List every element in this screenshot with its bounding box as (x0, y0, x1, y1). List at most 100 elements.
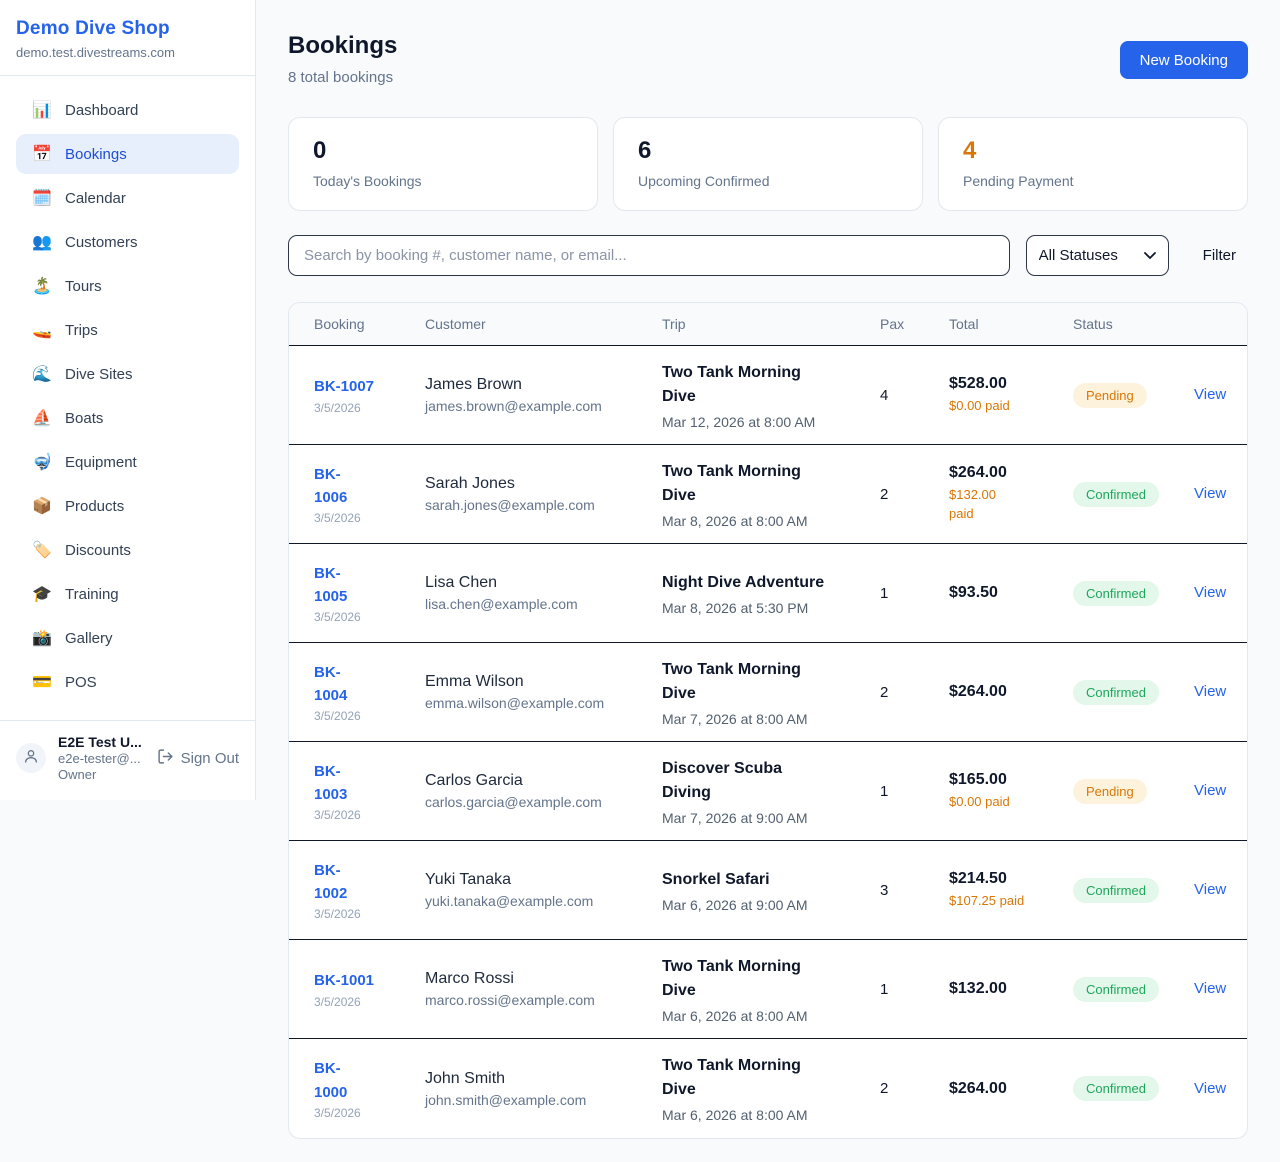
sidebar-item-tours[interactable]: 🏝️ Tours (16, 266, 239, 306)
trip-name: Two Tank Morning Dive (662, 363, 801, 405)
user-email: e2e-tester@... (58, 751, 141, 766)
sidebar-header: Demo Dive Shop demo.test.divestreams.com (0, 0, 255, 76)
booking-id-link[interactable]: BK- 1005 (314, 564, 348, 605)
trip-name: Night Dive Adventure (662, 573, 825, 591)
pax-count: 1 (880, 584, 889, 602)
customer-name: Lisa Chen (425, 574, 498, 591)
booking-id-link[interactable]: BK-1001 (314, 972, 375, 990)
sidebar-item-discounts[interactable]: 🏷️ Discounts (16, 530, 239, 570)
table-row: BK- 1004 3/5/2026 Emma Wilson emma.wilso… (289, 643, 1247, 742)
status-badge: Confirmed (1073, 1076, 1159, 1101)
credit-card-icon: 💳 (32, 674, 52, 691)
column-header-status: Status (1073, 316, 1113, 332)
sidebar-item-bookings[interactable]: 📅 Bookings (16, 134, 239, 174)
booking-id-link[interactable]: BK- 1004 (314, 663, 348, 704)
paid-amount: $0.00 paid (949, 793, 1010, 809)
view-link[interactable]: View (1194, 386, 1227, 403)
sidebar-item-dive-sites[interactable]: 🌊 Dive Sites (16, 354, 239, 394)
status-badge: Pending (1073, 778, 1147, 804)
total-amount: $264.00 (949, 683, 1007, 700)
column-header-customer: Customer (425, 316, 486, 332)
booking-date: 3/5/2026 (314, 511, 361, 526)
sidebar-item-trips[interactable]: 🚤 Trips (16, 310, 239, 350)
view-link[interactable]: View (1194, 584, 1227, 601)
trip-name: Snorkel Safari (662, 870, 770, 888)
user-role: Owner (58, 767, 97, 782)
table-row: BK- 1002 3/5/2026 Yuki Tanaka yuki.tanak… (289, 841, 1247, 940)
sidebar-item-gallery[interactable]: 📸 Gallery (16, 618, 239, 658)
sidebar-item-dashboard[interactable]: 📊 Dashboard (16, 90, 239, 130)
status-badge: Confirmed (1073, 481, 1159, 507)
stat-label: Pending Payment (963, 173, 1074, 189)
user-name: E2E Test U... (58, 734, 142, 750)
table-row: BK- 1006 3/5/2026 Sarah Jones sarah.jone… (289, 445, 1247, 544)
total-amount: $132.00 (949, 980, 1007, 997)
view-link[interactable]: View (1194, 980, 1227, 997)
sidebar-item-pos[interactable]: 💳 POS (16, 662, 239, 702)
sidebar-item-label: Calendar (65, 189, 126, 207)
booking-id-link[interactable]: BK- 1003 (314, 762, 348, 803)
avatar (16, 743, 46, 773)
sidebar-item-customers[interactable]: 👥 Customers (16, 222, 239, 262)
camera-icon: 📸 (32, 630, 52, 647)
column-header-trip: Trip (662, 316, 686, 332)
pax-count: 3 (880, 881, 889, 899)
sidebar-item-label: Customers (65, 233, 138, 251)
calendar-icon: 📅 (32, 146, 52, 163)
customer-name: Sarah Jones (425, 475, 515, 492)
table-row: BK- 1003 3/5/2026 Carlos Garcia carlos.g… (289, 742, 1247, 841)
booking-date: 3/5/2026 (314, 709, 361, 724)
sidebar-item-equipment[interactable]: 🤿 Equipment (16, 442, 239, 482)
logout-icon (157, 748, 174, 769)
total-amount: $214.50 (949, 869, 1007, 887)
view-link[interactable]: View (1194, 485, 1227, 502)
view-link[interactable]: View (1194, 1079, 1227, 1097)
sidebar-item-label: Equipment (65, 453, 137, 471)
status-badge: Confirmed (1073, 976, 1159, 1002)
trip-datetime: Mar 7, 2026 at 9:00 AM (662, 809, 808, 826)
booking-id-link[interactable]: BK- 1006 (314, 465, 348, 506)
paid-amount: $132.00 paid (949, 487, 996, 521)
trip-datetime: Mar 7, 2026 at 8:00 AM (662, 710, 808, 727)
sidebar-item-calendar[interactable]: 🗓️ Calendar (16, 178, 239, 218)
booking-date: 3/5/2026 (314, 994, 361, 1009)
customer-email: marco.rossi@example.com (425, 992, 595, 1008)
stat-card: 0 Today's Bookings (288, 117, 598, 211)
filter-row: All Statuses Filter (288, 235, 1248, 276)
sidebar-item-label: Tours (65, 277, 102, 295)
bookings-table: Booking Customer Trip Pax Total Status BK-100… (288, 302, 1248, 1139)
new-booking-button[interactable]: New Booking (1119, 41, 1248, 79)
sidebar-item-label: Products (65, 497, 125, 515)
view-link[interactable]: View (1194, 881, 1227, 898)
search-input[interactable] (288, 235, 1010, 276)
stat-card: 6 Upcoming Confirmed (613, 117, 923, 211)
sidebar-item-boats[interactable]: ⛵ Boats (16, 398, 239, 438)
page-subtitle: 8 total bookings (288, 69, 394, 86)
status-select[interactable]: All Statuses (1025, 235, 1169, 276)
sidebar-item-label: Trips (65, 321, 98, 339)
customer-email: yuki.tanaka@example.com (425, 893, 594, 909)
table-row: BK-1001 3/5/2026 Marco Rossi marco.rossi… (289, 940, 1247, 1039)
stat-label: Upcoming Confirmed (638, 173, 770, 189)
filter-button[interactable]: Filter (1202, 247, 1236, 264)
booking-id-link[interactable]: BK- 1002 (314, 861, 348, 902)
sidebar-item-products[interactable]: 📦 Products (16, 486, 239, 526)
customer-name: Emma Wilson (425, 673, 524, 690)
status-badge: Confirmed (1073, 580, 1159, 606)
pax-count: 2 (880, 1080, 889, 1097)
sign-out-button[interactable]: Sign Out (157, 748, 239, 769)
sidebar: Demo Dive Shop demo.test.divestreams.com… (0, 0, 256, 800)
customer-email: james.brown@example.com (425, 398, 602, 414)
pax-count: 1 (880, 980, 889, 998)
status-badge: Pending (1073, 382, 1147, 408)
stat-value: 6 (638, 137, 652, 164)
total-amount: $93.50 (949, 584, 998, 601)
booking-id-link[interactable]: BK- 1000 (314, 1060, 348, 1101)
sidebar-item-training[interactable]: 🎓 Training (16, 574, 239, 614)
customer-email: sarah.jones@example.com (425, 497, 595, 513)
main-content: Bookings 8 total bookings New Booking 0 … (288, 32, 1248, 1139)
booking-id-link[interactable]: BK-1007 (314, 378, 375, 396)
trip-datetime: Mar 6, 2026 at 9:00 AM (662, 896, 808, 913)
view-link[interactable]: View (1194, 782, 1227, 799)
view-link[interactable]: View (1194, 683, 1227, 700)
